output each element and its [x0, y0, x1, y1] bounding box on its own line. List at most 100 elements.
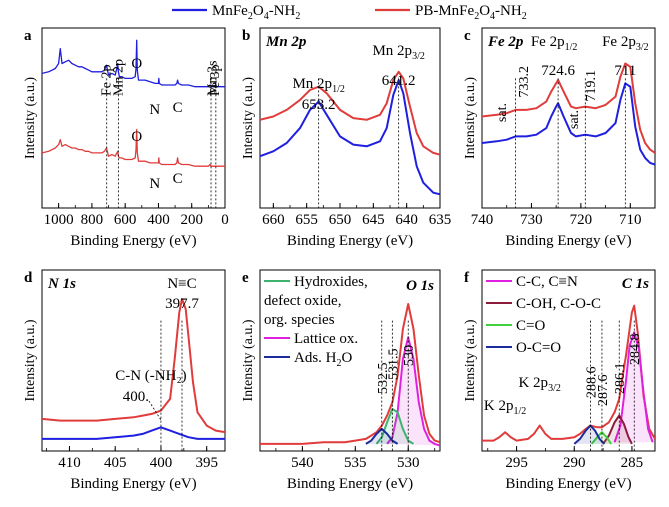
y-axis-label: Intensity (a.u.) — [463, 77, 478, 159]
x-tick-label-650: 650 — [329, 212, 352, 228]
series-fill-3 — [365, 428, 398, 444]
peak-label: O — [131, 129, 142, 145]
peak-label: Mn 3s — [205, 61, 220, 96]
series-line-2 — [602, 414, 633, 445]
x-tick-label-660: 660 — [262, 212, 285, 228]
legend-label: Ads. H2O — [294, 350, 353, 369]
x-tick-label-0: 0 — [221, 212, 229, 228]
panel-letter: a — [24, 28, 32, 44]
x-axis-label: Binding Energy (eV) — [70, 233, 196, 249]
legend-label: Lattice ox. — [294, 331, 358, 347]
peak-value: 711 — [614, 63, 636, 79]
peak-value: 287.6 — [596, 375, 611, 407]
peak-value: 288.6 — [584, 367, 599, 399]
legend-label: Hydroxides, — [294, 274, 368, 290]
series-fill-4 — [574, 425, 605, 444]
peak-label: N — [149, 102, 160, 118]
series-line-3 — [590, 431, 613, 445]
x-tick-label-710: 710 — [619, 212, 642, 228]
x-tick-label-400: 400 — [147, 212, 170, 228]
panel-c: 740 730 720 710 Binding Energy (eV) Intensity… — [463, 27, 656, 249]
peak-label: O — [131, 56, 142, 72]
panel-title: Mn 2p — [265, 34, 307, 50]
x-axis-label: Binding Energy (eV) — [505, 233, 631, 249]
peak-name: Fe 2p3/2 — [602, 34, 649, 53]
peak-name: Mn 2p1/2 — [292, 76, 344, 95]
plot-frame — [259, 27, 441, 209]
peak-label: C — [173, 100, 183, 116]
panel-letter: e — [242, 270, 249, 286]
peak-value: 400. — [123, 389, 149, 405]
peak-value: 284.8 — [628, 334, 643, 366]
x-tick-label-645: 645 — [362, 212, 385, 228]
panel-e: 540 535 530 Binding Energy (eV) Intensity (a… — [241, 269, 441, 492]
y-axis-label: Intensity (a.u.) — [463, 319, 478, 401]
plot-frame — [481, 27, 656, 209]
peak-value: 531.5 — [386, 349, 401, 381]
series-line-0 — [42, 426, 225, 440]
plot-frame — [41, 269, 226, 452]
panel-title: C 1s — [622, 276, 649, 292]
x-tick-label-535: 535 — [344, 455, 367, 471]
x-tick-label-655: 655 — [295, 212, 318, 228]
x-tick-label-540: 540 — [291, 455, 314, 471]
panel-letter: b — [242, 28, 250, 44]
peak-label: Fe 2p — [100, 65, 115, 97]
peak-name: K 2p1/2 — [484, 398, 526, 417]
peak-label: Mn 2p — [111, 59, 126, 96]
peak-label: Fe 3p — [208, 65, 223, 97]
panel-letter: f — [464, 270, 470, 286]
peak-name: C-N (-NH₂) — [115, 368, 186, 384]
peak-value: 397.7 — [165, 296, 199, 312]
x-axis-label: Binding Energy (eV) — [287, 476, 413, 492]
series-line-0 — [482, 304, 655, 442]
x-tick-label-640: 640 — [395, 212, 418, 228]
legend-label: O-C=O — [516, 340, 561, 356]
series-line-1 — [482, 62, 655, 154]
x-axis-label: Binding Energy (eV) — [505, 476, 631, 492]
panel-d: 410 405 400 395 Binding Energy (eV) Intensity… — [23, 269, 226, 492]
series-fill-1 — [614, 332, 653, 443]
panel-f: 295 290 285 Binding Energy (eV) Intensity (a… — [463, 269, 656, 492]
x-tick-label-200: 200 — [180, 212, 203, 228]
legend-label-red: PB-MnFe2O4-NH2 — [415, 3, 527, 22]
series-line-0 — [482, 82, 655, 166]
x-tick-label-720: 720 — [570, 212, 593, 228]
legend-label: C-C, C≡N — [516, 274, 578, 290]
peak-value: 532.5 — [376, 363, 391, 395]
panel-a: 1000 800 600 400 200 0 Binding Energy (eV) Inte… — [23, 27, 229, 249]
series-line-1 — [386, 336, 440, 447]
series-fill-2 — [603, 415, 632, 444]
y-axis-label: Intensity (a.u.) — [241, 319, 256, 401]
x-axis-label: Binding Energy (eV) — [287, 233, 413, 249]
legend-label: C-OH, C-O-C — [516, 296, 601, 312]
panel-title: O 1s — [406, 278, 434, 294]
series-line-0 — [260, 303, 440, 445]
peak-value: 653.2 — [302, 97, 336, 113]
panel-letter: c — [464, 28, 471, 44]
x-tick-label-740: 740 — [471, 212, 494, 228]
y-axis-label: Intensity (a.u.) — [241, 77, 256, 159]
peak-value: 724.6 — [541, 63, 575, 79]
x-tick-label-635: 635 — [429, 212, 452, 228]
x-tick-label-800: 800 — [81, 212, 104, 228]
plot-frame — [259, 269, 441, 452]
figure-legend: MnFe2O4-NH2 PB-MnFe2O4-NH2 — [172, 3, 527, 22]
x-tick-label-295: 295 — [505, 455, 528, 471]
plot-frame — [41, 27, 226, 209]
series-line-2 — [375, 407, 415, 445]
peak-label: sat. — [567, 110, 582, 129]
series-line-1 — [260, 70, 440, 156]
peak-value: 530 — [402, 345, 417, 366]
peak-label: N — [149, 176, 160, 192]
panel-b: 660 655 650 645 640 635 Binding Energy (eV) Int… — [241, 27, 452, 249]
x-tick-label-290: 290 — [563, 455, 586, 471]
peak-label: C — [173, 171, 183, 187]
legend-label: org. species — [264, 312, 335, 328]
legend-label-blue: MnFe2O4-NH2 — [212, 3, 300, 22]
x-tick-label-600: 600 — [114, 212, 137, 228]
x-tick-label-1000: 1000 — [44, 212, 74, 228]
peak-value: 286.1 — [613, 363, 628, 395]
panel-title: Fe 2p — [487, 34, 524, 50]
